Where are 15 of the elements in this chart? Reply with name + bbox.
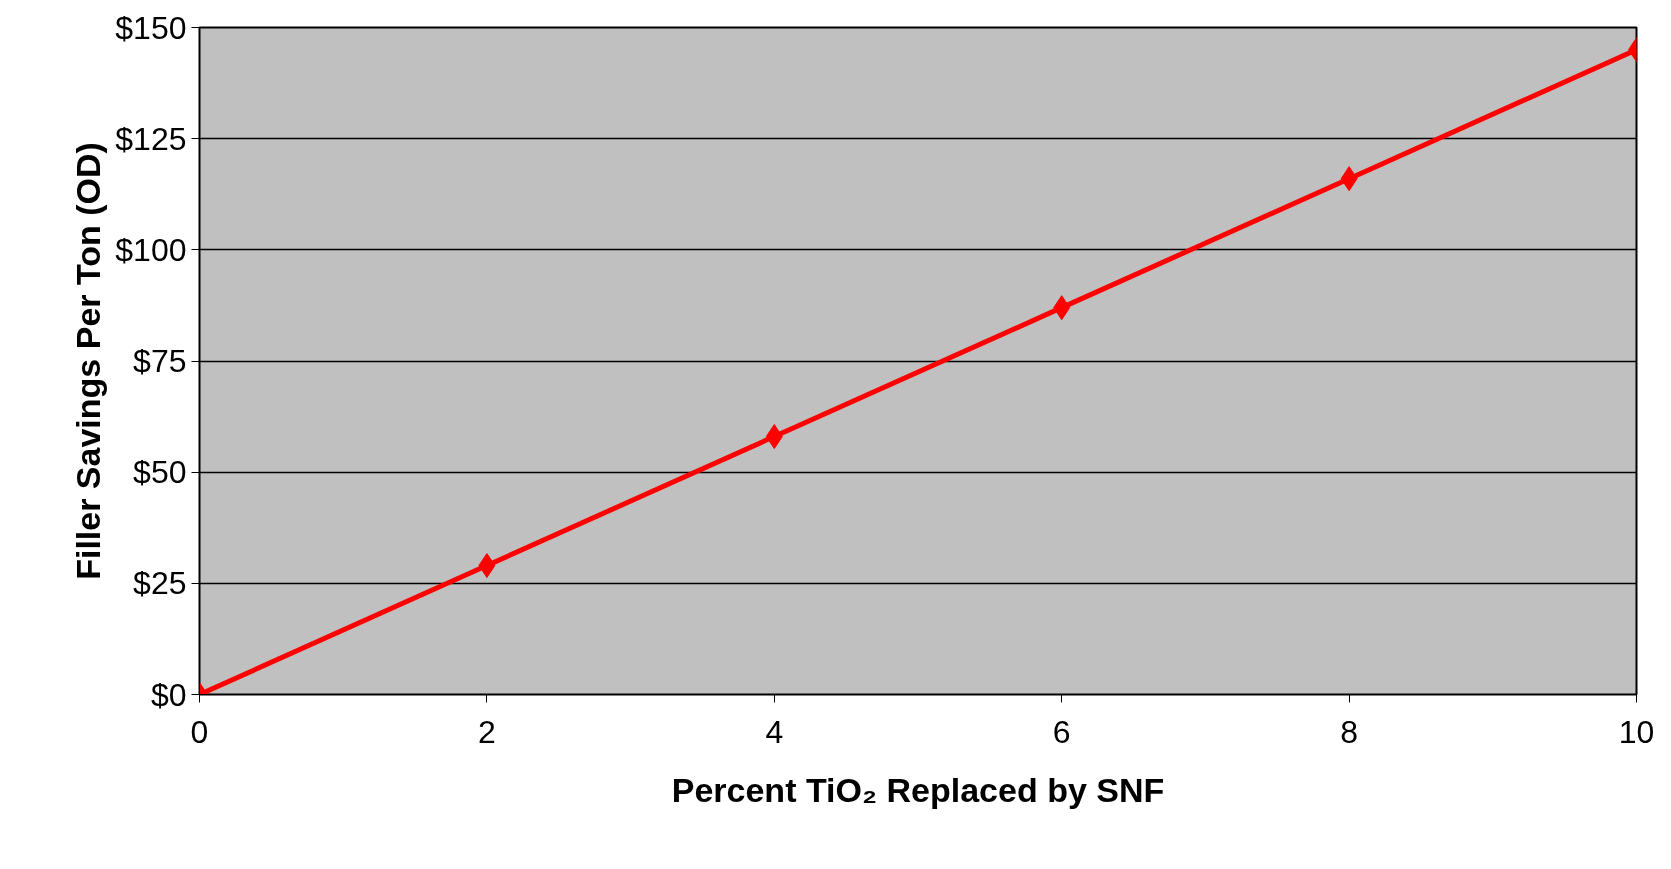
x-tick-label: 0 (190, 713, 209, 750)
x-tick-label: 2 (478, 713, 496, 750)
y-axis-title: Filler Savings Per Ton (OD) (69, 142, 108, 580)
y-tick-label: $150 (115, 9, 187, 46)
x-tick-label: 6 (1052, 713, 1071, 750)
y-tick-label: $25 (133, 565, 187, 602)
y-tick-label: $100 (115, 231, 187, 268)
x-tick-label: 10 (1618, 713, 1655, 750)
x-tick-label: 8 (1340, 713, 1358, 750)
x-axis-title: Percent TiO₂ Replaced by SNF (671, 770, 1165, 809)
y-tick-label: $75 (133, 343, 187, 379)
y-tick-label: $0 (150, 676, 187, 713)
y-tick-label: $125 (115, 120, 187, 157)
y-tick-label: $50 (133, 454, 187, 491)
x-tick-label: 4 (765, 713, 784, 750)
